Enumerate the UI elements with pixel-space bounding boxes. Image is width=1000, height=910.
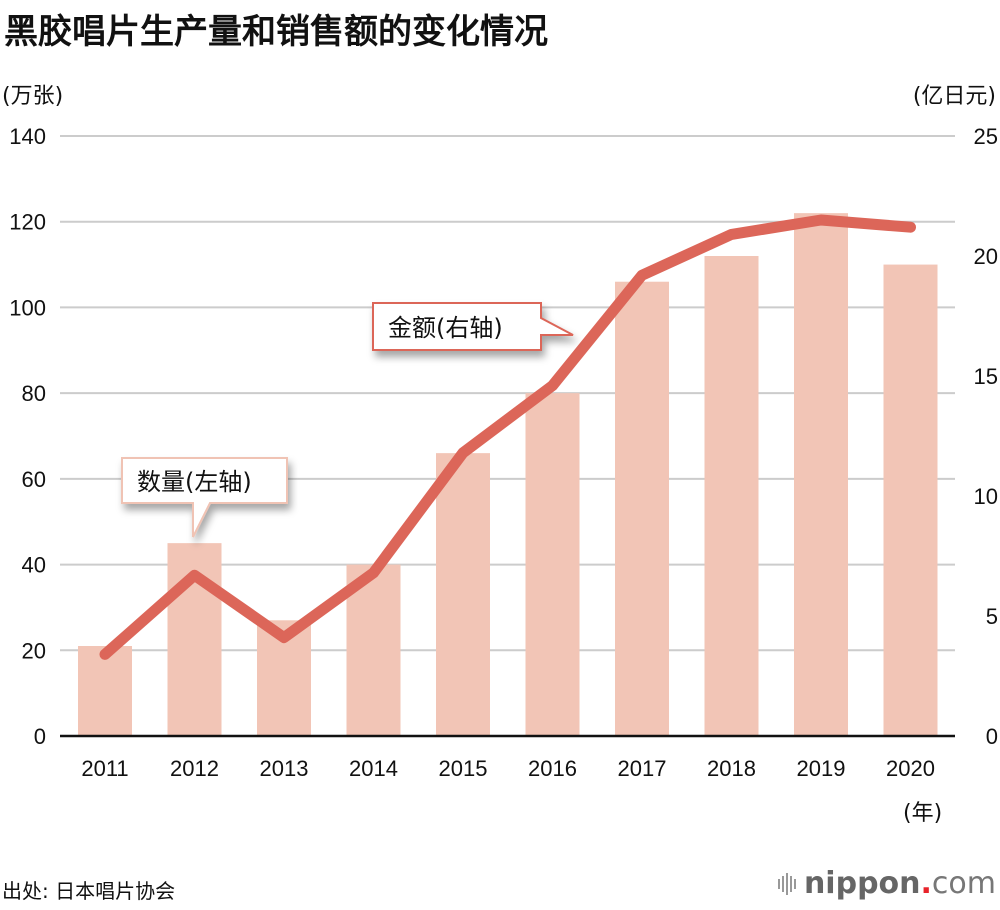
right-tick-label: 10 — [974, 484, 998, 509]
callout-amount: 金额(右轴) — [372, 302, 574, 351]
x-tick-label: 2011 — [81, 756, 128, 781]
left-axis-ticks: 0 20 40 60 80 100 120 140 — [9, 124, 46, 749]
x-tick-label: 2018 — [707, 756, 756, 781]
right-tick-label: 0 — [986, 724, 998, 749]
bar-2020 — [883, 264, 938, 736]
nippon-logo: nippon. com — [777, 866, 996, 901]
bar-2014 — [346, 564, 401, 736]
right-axis-ticks: 0 5 10 15 20 25 — [974, 124, 998, 749]
x-tick-label: 2012 — [170, 756, 219, 781]
bar-2016 — [525, 393, 580, 736]
logo-brand: nippon — [803, 866, 921, 901]
amount-line — [99, 214, 916, 660]
x-tick-label: 2016 — [528, 756, 577, 781]
callout-quantity-label: 数量(左轴) — [137, 468, 252, 496]
bar-2019 — [794, 213, 848, 737]
x-tick-label: 2019 — [797, 756, 846, 781]
callout-quantity-box — [121, 457, 288, 538]
left-tick-label: 100 — [9, 295, 46, 320]
chart-title: 黑胶唱片生产量和销售额的变化情况 — [4, 12, 548, 52]
left-tick-label: 120 — [9, 210, 46, 235]
logo-dot: . — [920, 866, 932, 901]
left-tick-label: 20 — [22, 638, 46, 663]
right-tick-label: 5 — [986, 604, 998, 629]
right-tick-label: 20 — [974, 244, 998, 269]
callout-quantity: 数量(左轴) — [121, 457, 288, 538]
left-tick-label: 60 — [22, 467, 46, 492]
bar-2017 — [615, 281, 669, 736]
bar-2015 — [436, 453, 490, 736]
right-axis-unit: (亿日元) — [912, 84, 996, 109]
x-tick-label: 2014 — [349, 756, 398, 781]
bars — [78, 213, 938, 737]
left-tick-label: 40 — [22, 553, 46, 578]
left-axis-unit: (万张) — [2, 84, 64, 109]
callout-amount-label: 金额(右轴) — [388, 314, 503, 342]
x-axis-ticks: 2011 2012 2013 2014 2015 2016 2017 2018 2019 2020 — [81, 756, 935, 781]
left-tick-label: 80 — [22, 381, 46, 406]
x-tick-label: 2013 — [260, 756, 309, 781]
amount-line-series — [99, 214, 916, 660]
source-note: 出处: 日本唱片协会 — [2, 879, 176, 903]
left-tick-label: 0 — [34, 724, 46, 749]
bar-2011 — [78, 646, 132, 736]
left-tick-label: 140 — [9, 124, 46, 149]
x-tick-label: 2015 — [439, 756, 488, 781]
logo-soundwave-icon — [777, 872, 796, 895]
x-tick-label: 2020 — [886, 756, 935, 781]
x-axis-unit: (年) — [903, 801, 943, 826]
right-tick-label: 15 — [974, 364, 998, 389]
bar-2018 — [704, 256, 759, 736]
callout-amount-box — [372, 302, 574, 351]
logo-tld: com — [931, 866, 996, 901]
x-tick-label: 2017 — [618, 756, 667, 781]
right-tick-label: 25 — [974, 124, 998, 149]
